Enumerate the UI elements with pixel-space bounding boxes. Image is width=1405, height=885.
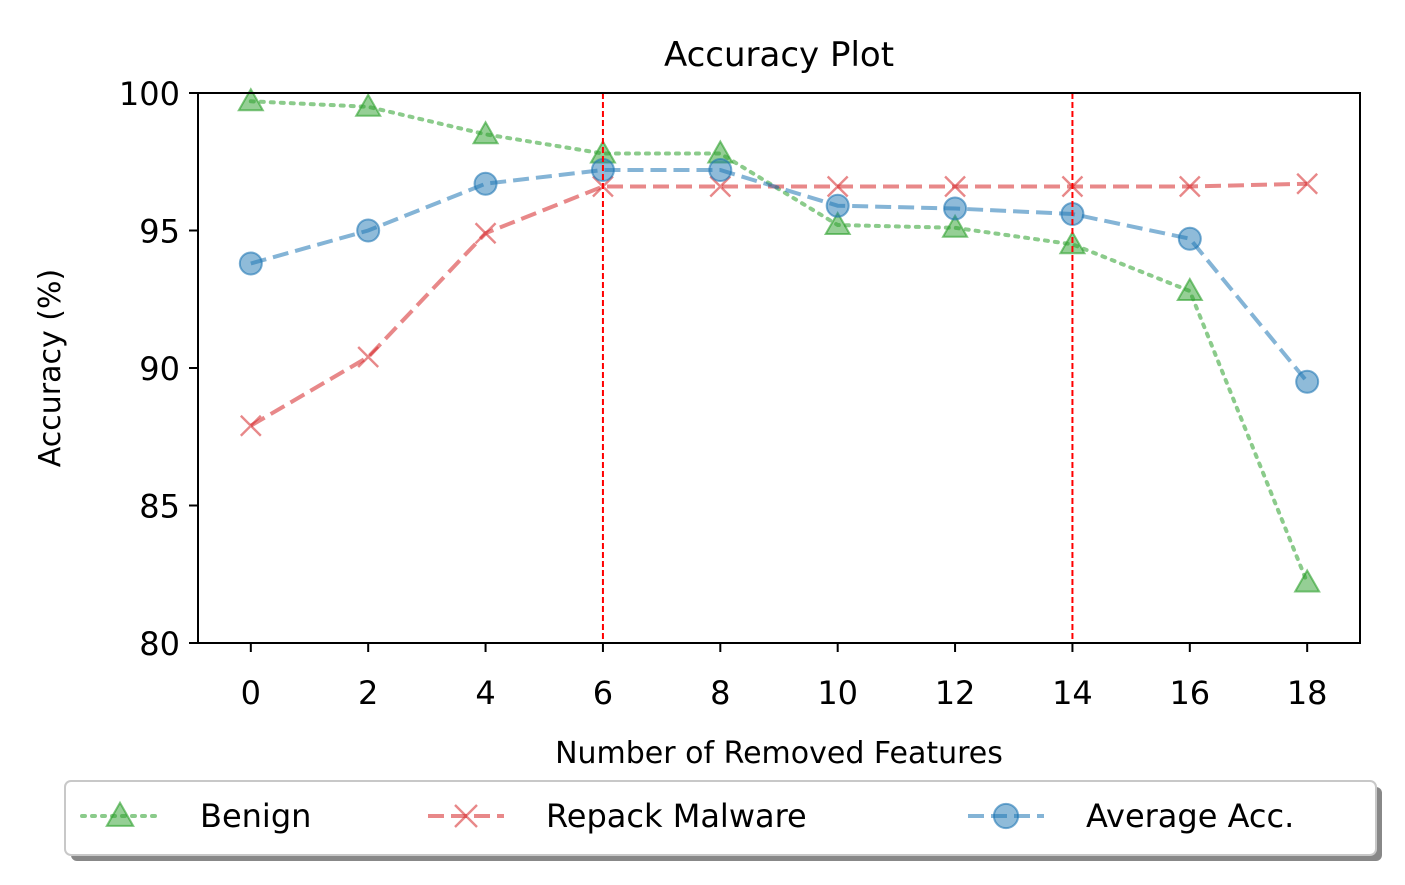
data-point-2-6 (943, 196, 968, 221)
data-point-2-5 (825, 193, 850, 218)
data-point-2-9 (1295, 369, 1320, 394)
plot-frame (197, 92, 1361, 644)
x-tick-label-8: 16 (1169, 674, 1210, 712)
x-axis: 0 2 4 6 8 10 12 14 16 18 (241, 643, 1328, 712)
x-axis-label: Number of Removed Features (555, 736, 1003, 771)
data-point-0-0 (237, 87, 265, 112)
data-point-0-8 (1176, 276, 1204, 301)
data-point-1-5 (826, 175, 849, 198)
legend-label-2: Average Acc. (1086, 797, 1294, 835)
legend-marker-0 (105, 800, 135, 827)
data-point-0-9 (1293, 568, 1321, 593)
series-line-2 (250, 168, 1309, 384)
legend-marker-1 (454, 804, 478, 828)
data-point-2-0 (238, 251, 263, 276)
series-line-0 (248, 99, 1310, 585)
data-point-1-8 (1178, 175, 1201, 198)
x-tick-label-4: 8 (710, 674, 730, 712)
data-point-0-5 (823, 210, 852, 235)
y-tick-label-1: 85 (139, 488, 180, 526)
data-point-0-1 (354, 92, 382, 117)
plot-area (237, 87, 1321, 643)
x-tick-label-5: 10 (817, 674, 858, 712)
x-tick-label-0: 0 (241, 674, 261, 712)
legend: Benign Repack Malware Average Acc. (64, 780, 1382, 861)
data-point-2-8 (1177, 226, 1202, 251)
legend-label-0: Benign (200, 797, 311, 835)
x-tick-label-9: 18 (1287, 674, 1328, 712)
y-tick-label-2: 90 (139, 350, 180, 388)
y-tick-label-3: 95 (139, 213, 180, 251)
data-point-1-9 (1296, 172, 1319, 195)
y-axis: 80 85 90 95 100 (119, 75, 198, 663)
x-tick-label-6: 12 (935, 674, 976, 712)
data-point-1-6 (944, 175, 966, 198)
y-tick-label-4: 100 (119, 75, 180, 113)
x-tick-label-7: 14 (1052, 674, 1093, 712)
data-point-0-2 (471, 120, 500, 145)
data-point-1-1 (357, 346, 380, 368)
legend-label-1: Repack Malware (546, 797, 807, 835)
data-point-1-0 (239, 414, 262, 437)
legend-box (64, 780, 1377, 856)
data-point-2-2 (473, 171, 498, 196)
y-axis-label: Accuracy (%) (33, 269, 68, 467)
legend-marker-2 (992, 802, 1020, 830)
data-point-2-4 (708, 158, 733, 182)
data-point-1-2 (474, 222, 497, 245)
data-point-2-1 (356, 218, 381, 243)
chart-title: Accuracy Plot (664, 35, 894, 75)
data-point-0-6 (941, 213, 969, 238)
x-tick-label-1: 2 (358, 674, 378, 712)
x-tick-label-3: 6 (593, 674, 613, 712)
x-tick-label-2: 4 (475, 674, 495, 712)
y-tick-label-0: 80 (139, 625, 180, 663)
series-line-1 (249, 181, 1308, 428)
